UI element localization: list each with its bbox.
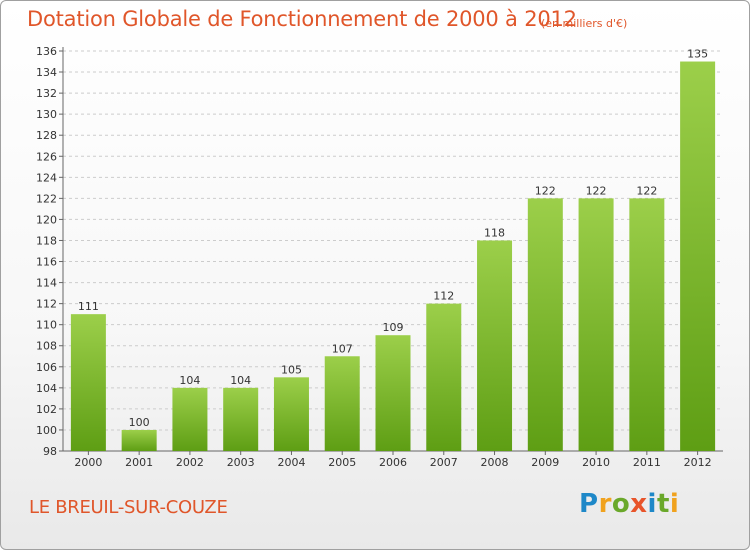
y-tick-label: 124 bbox=[36, 171, 57, 184]
y-tick-label: 114 bbox=[36, 277, 57, 290]
label-layer: 111 100 104 104 105 107 109 112 118 122 122 122 135 bbox=[78, 48, 708, 429]
logo-letter: P bbox=[579, 489, 599, 519]
x-tick-label: 2004 bbox=[277, 456, 305, 469]
y-tick-label: 110 bbox=[36, 319, 57, 332]
bar bbox=[375, 335, 411, 451]
x-tick-label: 2002 bbox=[176, 456, 204, 469]
bar bbox=[324, 356, 360, 451]
y-tick-label: 136 bbox=[36, 45, 57, 58]
y-tick-label: 122 bbox=[36, 192, 57, 205]
x-tick-label: 2009 bbox=[531, 456, 559, 469]
x-tick-label: 2012 bbox=[684, 456, 712, 469]
x-tick-label: 2006 bbox=[379, 456, 407, 469]
y-tick-label: 120 bbox=[36, 213, 57, 226]
y-tick-label: 98 bbox=[43, 445, 57, 458]
bar bbox=[223, 387, 259, 451]
y-tick-label: 100 bbox=[36, 424, 57, 437]
y-tick-label: 108 bbox=[36, 340, 57, 353]
bar-value-label: 109 bbox=[383, 321, 404, 334]
bar-value-label: 122 bbox=[586, 184, 607, 197]
commune-name: LE BREUIL-SUR-COUZE bbox=[29, 497, 228, 518]
x-tick-label: 2010 bbox=[582, 456, 610, 469]
bar bbox=[629, 198, 665, 451]
x-tick-label: 2011 bbox=[633, 456, 661, 469]
bar-value-label: 104 bbox=[179, 374, 200, 387]
x-tick-label: 2003 bbox=[227, 456, 255, 469]
y-tick-label: 126 bbox=[36, 150, 57, 163]
bar bbox=[273, 377, 309, 451]
bar-value-label: 100 bbox=[129, 416, 150, 429]
chart-title: Dotation Globale de Fonctionnement de 20… bbox=[27, 7, 577, 31]
bar bbox=[426, 303, 462, 451]
y-tick-label: 134 bbox=[36, 66, 57, 79]
y-tick-label: 106 bbox=[36, 361, 57, 374]
bar-layer bbox=[70, 61, 716, 452]
bar bbox=[172, 387, 208, 451]
y-tick-label: 104 bbox=[36, 382, 57, 395]
y-tick-label: 132 bbox=[36, 87, 57, 100]
logo-letter: i bbox=[669, 489, 680, 519]
bar-value-label: 135 bbox=[687, 48, 708, 61]
y-tick-label: 130 bbox=[36, 108, 57, 121]
logo-letter: i bbox=[647, 489, 657, 519]
y-tick-label: 118 bbox=[36, 234, 57, 247]
bar-value-label: 118 bbox=[484, 226, 505, 239]
y-tick-label: 102 bbox=[36, 403, 57, 416]
bar-value-label: 122 bbox=[535, 184, 556, 197]
chart-unit: (en milliers d'€) bbox=[541, 17, 628, 30]
bar-value-label: 111 bbox=[78, 300, 99, 313]
y-tick-label: 112 bbox=[36, 298, 57, 311]
bar bbox=[680, 61, 716, 452]
logo-letter: x bbox=[630, 489, 648, 519]
bar bbox=[477, 240, 513, 451]
logo-letter: t bbox=[656, 489, 670, 519]
bar bbox=[578, 198, 614, 451]
x-tick-label: 2007 bbox=[430, 456, 458, 469]
bar-value-label: 104 bbox=[230, 374, 251, 387]
y-tick-label: 128 bbox=[36, 129, 57, 142]
x-tick-label: 2001 bbox=[125, 456, 153, 469]
x-tick-label: 2000 bbox=[74, 456, 102, 469]
bar bbox=[527, 198, 563, 451]
x-tick-label: 2005 bbox=[328, 456, 356, 469]
logo-letter: r bbox=[598, 489, 612, 519]
x-tick-label: 2008 bbox=[481, 456, 509, 469]
logo-letter: o bbox=[611, 489, 631, 519]
bar-value-label: 112 bbox=[433, 290, 454, 303]
bar-value-label: 105 bbox=[281, 363, 302, 376]
proxiti-logo[interactable]: Proxiti bbox=[579, 489, 679, 519]
bar-value-label: 122 bbox=[636, 184, 657, 197]
y-tick-label: 116 bbox=[36, 256, 57, 269]
bar bbox=[121, 429, 157, 451]
bar-value-label: 107 bbox=[332, 342, 353, 355]
bar bbox=[70, 314, 106, 451]
